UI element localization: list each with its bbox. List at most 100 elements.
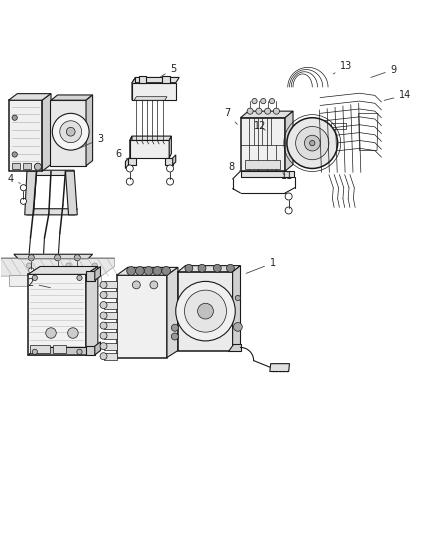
Circle shape (126, 178, 133, 185)
Circle shape (20, 184, 26, 191)
Polygon shape (240, 111, 292, 118)
Polygon shape (172, 155, 175, 165)
Polygon shape (28, 266, 98, 274)
Polygon shape (177, 272, 232, 351)
Polygon shape (25, 171, 36, 215)
Polygon shape (103, 302, 117, 309)
Text: 1: 1 (246, 258, 276, 273)
Bar (130, 141, 169, 158)
Polygon shape (132, 77, 135, 100)
Polygon shape (103, 281, 117, 288)
Text: 3: 3 (80, 134, 103, 148)
Bar (53, 275, 101, 286)
Text: 13: 13 (332, 61, 352, 74)
Polygon shape (240, 171, 293, 177)
Circle shape (309, 141, 314, 146)
Text: 14: 14 (383, 90, 411, 100)
Circle shape (34, 163, 41, 170)
Circle shape (235, 295, 240, 301)
Circle shape (264, 108, 270, 114)
Circle shape (127, 266, 135, 275)
Circle shape (166, 165, 173, 172)
Circle shape (12, 115, 17, 120)
Circle shape (255, 108, 261, 114)
Circle shape (60, 121, 81, 143)
Circle shape (132, 281, 140, 289)
Polygon shape (86, 346, 95, 355)
Circle shape (100, 322, 107, 329)
Circle shape (55, 268, 60, 273)
Polygon shape (103, 353, 117, 360)
Circle shape (54, 255, 60, 261)
Text: 9: 9 (370, 64, 396, 77)
Polygon shape (117, 275, 166, 358)
Bar (53, 345, 66, 353)
Circle shape (198, 264, 205, 272)
Polygon shape (9, 100, 42, 171)
Circle shape (171, 333, 178, 340)
Polygon shape (177, 265, 240, 272)
Bar (330, 124, 346, 128)
Circle shape (100, 343, 107, 350)
Circle shape (251, 99, 257, 104)
Circle shape (247, 108, 253, 114)
Circle shape (166, 178, 173, 185)
Circle shape (32, 349, 37, 354)
Circle shape (197, 303, 213, 319)
Polygon shape (166, 268, 177, 358)
Text: 8: 8 (228, 161, 240, 172)
Polygon shape (42, 94, 51, 171)
Polygon shape (285, 111, 292, 171)
Circle shape (226, 264, 234, 272)
Circle shape (184, 290, 226, 332)
Circle shape (74, 268, 80, 273)
Polygon shape (86, 95, 92, 166)
Text: 5: 5 (160, 64, 176, 77)
Polygon shape (117, 268, 177, 275)
Polygon shape (269, 364, 289, 372)
Polygon shape (169, 136, 171, 158)
Text: 11: 11 (281, 171, 293, 181)
Circle shape (286, 118, 337, 168)
Circle shape (77, 275, 82, 280)
Polygon shape (240, 118, 285, 171)
Circle shape (32, 275, 37, 280)
Circle shape (295, 126, 328, 160)
Circle shape (152, 266, 161, 275)
Bar (161, 76, 169, 83)
Polygon shape (28, 348, 98, 355)
Circle shape (233, 322, 242, 332)
Text: 7: 7 (224, 108, 237, 124)
Bar (132, 83, 175, 100)
Circle shape (67, 328, 78, 338)
Polygon shape (164, 158, 172, 165)
Polygon shape (128, 158, 136, 165)
Polygon shape (65, 171, 77, 215)
Polygon shape (232, 265, 240, 351)
Polygon shape (9, 94, 51, 100)
Polygon shape (86, 266, 98, 355)
Polygon shape (130, 136, 171, 141)
Circle shape (161, 266, 170, 275)
Polygon shape (28, 274, 86, 355)
Bar (10, 275, 49, 286)
Circle shape (46, 328, 56, 338)
Polygon shape (14, 254, 92, 259)
Polygon shape (95, 342, 100, 355)
Polygon shape (49, 100, 86, 166)
Text: 4: 4 (7, 174, 20, 184)
Circle shape (74, 255, 80, 261)
Circle shape (144, 266, 152, 275)
Circle shape (175, 281, 235, 341)
Polygon shape (103, 343, 117, 350)
Circle shape (273, 108, 279, 114)
Circle shape (269, 99, 274, 104)
Circle shape (28, 255, 34, 261)
Circle shape (171, 324, 178, 332)
Circle shape (100, 332, 107, 339)
Polygon shape (26, 209, 77, 215)
Polygon shape (95, 266, 100, 280)
Circle shape (28, 268, 34, 273)
Circle shape (285, 193, 291, 200)
Bar (22, 163, 31, 169)
